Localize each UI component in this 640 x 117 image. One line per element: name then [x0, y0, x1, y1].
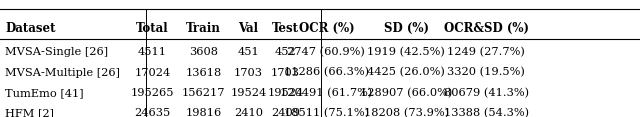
Text: TumEmo [41]: TumEmo [41] — [5, 88, 84, 98]
Text: SD (%): SD (%) — [384, 22, 429, 35]
Text: 1703: 1703 — [234, 68, 263, 78]
Text: 19524: 19524 — [268, 88, 303, 98]
Text: 3608: 3608 — [189, 47, 218, 57]
Text: MVSA-Single [26]: MVSA-Single [26] — [5, 47, 108, 57]
Text: 13388 (54.3%): 13388 (54.3%) — [444, 108, 529, 117]
Text: 24635: 24635 — [134, 108, 170, 117]
Text: 2409: 2409 — [271, 108, 300, 117]
Text: 128907 (66.0%): 128907 (66.0%) — [360, 88, 452, 98]
Text: 4511: 4511 — [138, 47, 167, 57]
Text: 2410: 2410 — [234, 108, 263, 117]
Text: 1703: 1703 — [271, 68, 300, 78]
Text: 451: 451 — [237, 47, 259, 57]
Text: Val: Val — [238, 22, 259, 35]
Text: Dataset: Dataset — [5, 22, 56, 35]
Text: 19816: 19816 — [186, 108, 221, 117]
Text: 11286 (66.3%): 11286 (66.3%) — [284, 67, 369, 78]
Text: 3320 (19.5%): 3320 (19.5%) — [447, 67, 525, 78]
Text: 19524: 19524 — [230, 88, 266, 98]
Text: 13618: 13618 — [186, 68, 221, 78]
Text: 156217: 156217 — [182, 88, 225, 98]
Text: 4425 (26.0%): 4425 (26.0%) — [367, 67, 445, 78]
Text: MVSA-Multiple [26]: MVSA-Multiple [26] — [5, 68, 120, 78]
Text: 17024: 17024 — [134, 68, 170, 78]
Text: OCR (%): OCR (%) — [299, 22, 354, 35]
Text: 452: 452 — [275, 47, 296, 57]
Text: 2747 (60.9%): 2747 (60.9%) — [287, 47, 365, 57]
Text: Train: Train — [186, 22, 221, 35]
Text: 80679 (41.3%): 80679 (41.3%) — [444, 88, 529, 98]
Text: OCR&SD (%): OCR&SD (%) — [444, 22, 529, 35]
Text: 18208 (73.9%): 18208 (73.9%) — [364, 108, 449, 117]
Text: 195265: 195265 — [131, 88, 174, 98]
Text: 1919 (42.5%): 1919 (42.5%) — [367, 47, 445, 57]
Text: HFM [2]: HFM [2] — [5, 108, 54, 117]
Text: 18511 (75.1%): 18511 (75.1%) — [284, 108, 369, 117]
Text: 1249 (27.7%): 1249 (27.7%) — [447, 47, 525, 57]
Text: Total: Total — [136, 22, 168, 35]
Text: Test: Test — [272, 22, 299, 35]
Text: 120491 (61.7%): 120491 (61.7%) — [280, 88, 372, 98]
